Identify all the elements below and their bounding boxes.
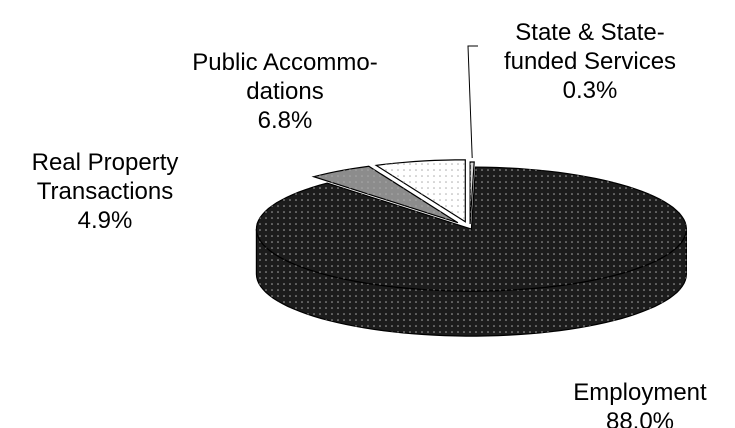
slice-texture [313,166,458,223]
slice-label: Public Accommo-dations [192,49,377,105]
slice-texture [376,159,466,222]
slice-label: State & State-funded Services [504,19,676,75]
slice-value-label: 0.3% [563,77,618,104]
slice-value-label: 6.8% [258,107,313,134]
slice-texture [470,162,475,224]
slice-texture [256,167,687,292]
slice-side-texture [256,229,687,337]
slice-value-label: 88.0% [606,408,674,428]
slice-label: Employment [573,379,707,406]
slice-value-label: 4.9% [78,207,133,234]
slice-label: Real Property Transactions [32,149,179,205]
leader-line [467,45,478,159]
